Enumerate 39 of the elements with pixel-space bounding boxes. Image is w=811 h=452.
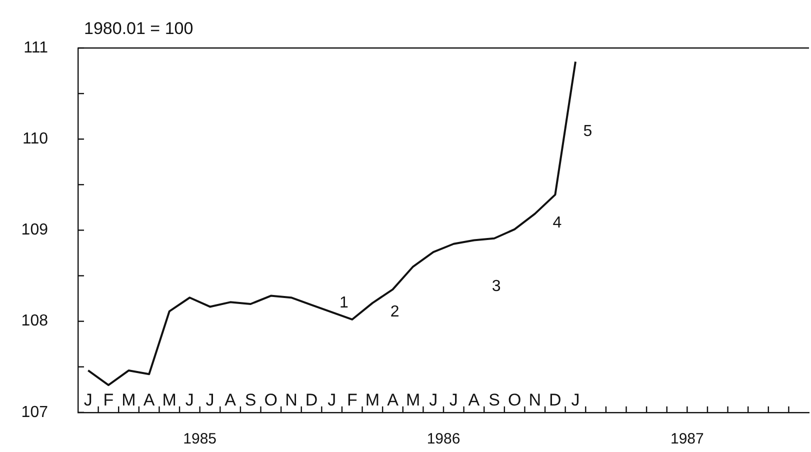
x-tick-label: D (549, 390, 562, 410)
x-tick-label: M (406, 390, 420, 410)
y-tick-label: 107 (21, 404, 48, 421)
x-tick-label: O (264, 390, 278, 410)
x-tick-label: J (206, 390, 214, 410)
text: 1987 (670, 430, 704, 448)
annotation: 5 (583, 123, 592, 140)
x-tick-label: J (185, 390, 194, 410)
x-tick-label: J (328, 390, 336, 410)
x-tick-label: A (224, 390, 237, 410)
y-tick-label: 110 (22, 130, 48, 148)
x-tick-label: J (449, 390, 458, 410)
x-tick-label: O (508, 390, 522, 410)
x-tick-label: J (84, 390, 92, 410)
x-tick-label: J (429, 390, 438, 410)
x-tick-label: N (528, 390, 542, 410)
y-axis-title: 1980.01 = 100 (84, 19, 194, 38)
x-tick-label: S (488, 390, 500, 410)
x-tick-label: J (571, 390, 580, 410)
x-tick-label: M (162, 390, 176, 410)
text: 1985 (183, 430, 217, 448)
x-tick-label: F (103, 390, 114, 410)
x-tick-label: F (346, 390, 358, 410)
x-tick-label: D (305, 390, 318, 410)
x-tick-label: A (143, 390, 156, 410)
y-tick-label: 111 (24, 39, 48, 56)
x-tick-label: M (122, 390, 136, 410)
annotation: 4 (552, 214, 562, 232)
annotation: 3 (492, 278, 501, 296)
annotation: 2 (390, 304, 400, 321)
x-tick-label: N (285, 390, 298, 410)
x-tick-label: S (244, 390, 256, 410)
annotation: 1 (340, 294, 349, 312)
x-tick-label: M (365, 390, 380, 410)
text: 1986 (426, 430, 460, 448)
x-tick-label: A (468, 390, 480, 410)
y-tick-label: 109 (21, 222, 48, 239)
x-tick-label: A (387, 390, 400, 410)
y-tick-label: 108 (21, 312, 48, 330)
